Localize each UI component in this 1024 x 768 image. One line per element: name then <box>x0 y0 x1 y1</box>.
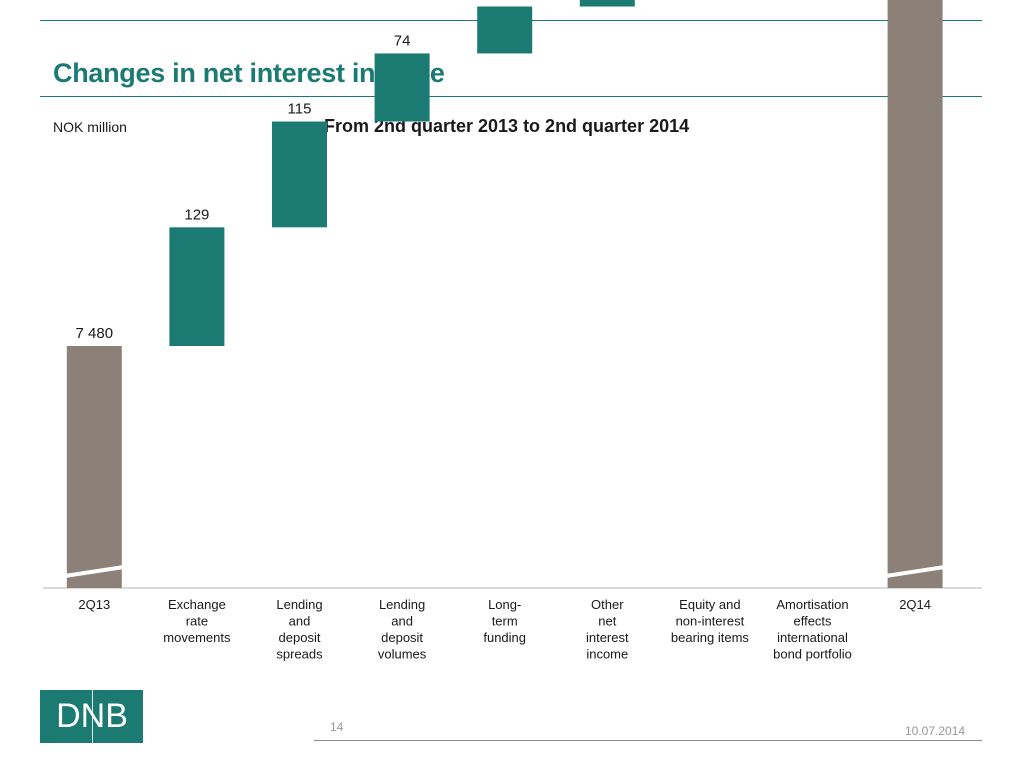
total-bar <box>887 0 943 588</box>
footer-date: 10.07.2014 <box>905 724 966 738</box>
increase-bar <box>579 0 635 7</box>
category-label: 2Q13 <box>78 597 110 612</box>
category-label: Other net interest income <box>586 597 629 662</box>
increase-bar <box>272 121 327 228</box>
title-rule <box>40 96 982 97</box>
category-label: Exchange rate movements <box>163 597 231 645</box>
bar-group: 74 Lending and deposit volumes <box>374 32 430 662</box>
data-label: 129 <box>184 206 209 223</box>
total-bar <box>66 346 122 588</box>
category-label: Long-term funding <box>483 597 526 645</box>
increase-bar <box>169 227 225 346</box>
category-label: Lending and deposit spreads <box>276 597 323 662</box>
increase-bar <box>374 53 430 122</box>
data-label: 115 <box>288 101 312 118</box>
category-label: Lending and deposit volumes <box>378 597 427 662</box>
axis-break-mark <box>64 565 125 578</box>
page-number: 14 <box>330 720 344 734</box>
bar-group: 23Othernetinterestincome <box>579 0 635 662</box>
data-label: 51 <box>496 0 513 3</box>
bar-group: 7 8672Q14 <box>885 0 945 612</box>
footer-rule <box>314 740 982 741</box>
category-label: Amortisation effects international bond por… <box>773 597 852 662</box>
bar-group: 7 480 2Q13 <box>64 325 125 612</box>
data-label: 74 <box>394 32 411 49</box>
bar-group: 115 Lending and deposit spreads <box>272 101 327 662</box>
data-label: 7 480 <box>76 325 114 342</box>
bar-group: (27)Amortisationeffectsinternationalbond… <box>773 597 852 662</box>
axis-break-mark <box>885 565 945 578</box>
increase-bar <box>477 6 533 54</box>
unit-label: NOK million <box>53 119 127 135</box>
bar-group: 129 Exchange rate movements <box>163 206 231 645</box>
category-label: 2Q14 <box>899 597 931 612</box>
waterfall-chart: 7 480 2Q13 129 Exchange rate movements 115 Lend… <box>43 0 982 662</box>
category-label: Equity and non-interest bearing items <box>671 597 750 645</box>
